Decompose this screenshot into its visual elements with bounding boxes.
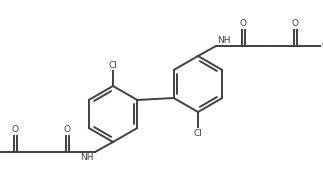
Text: NH: NH	[217, 36, 231, 45]
Text: O: O	[12, 125, 19, 134]
Text: Cl: Cl	[193, 129, 203, 138]
Text: NH: NH	[80, 153, 94, 162]
Text: O: O	[64, 125, 71, 134]
Text: O: O	[240, 19, 247, 28]
Text: O: O	[292, 19, 299, 28]
Text: CH₃: CH₃	[322, 41, 323, 51]
Text: Cl: Cl	[109, 61, 118, 70]
